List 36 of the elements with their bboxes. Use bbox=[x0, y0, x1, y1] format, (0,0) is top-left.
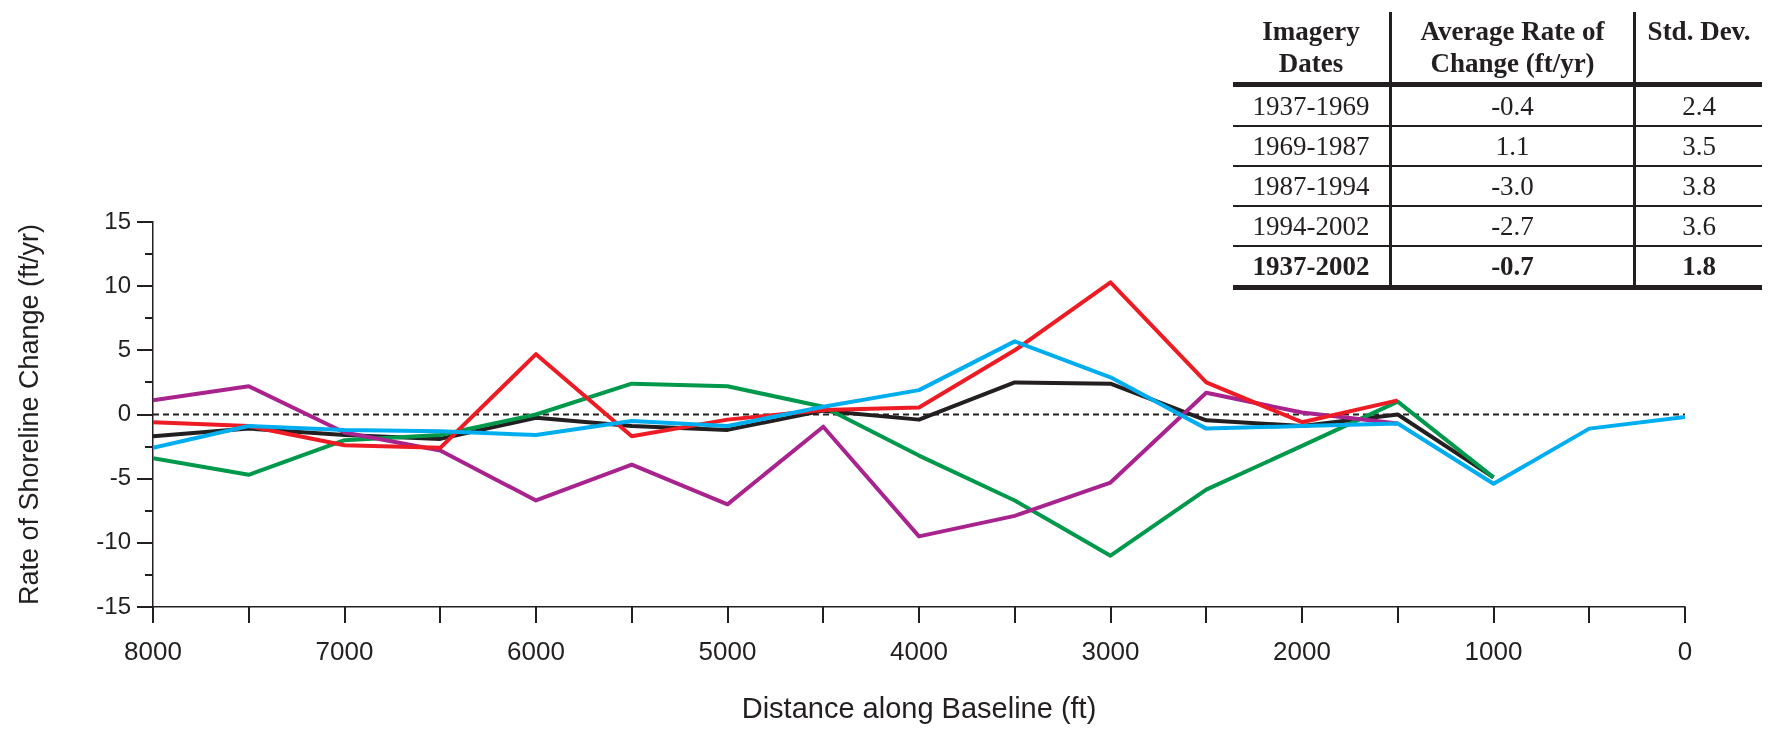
text: -0.4 bbox=[1491, 91, 1534, 121]
y-tick-label: -15 bbox=[96, 591, 131, 619]
text: 3.5 bbox=[1682, 131, 1716, 161]
x-axis-title: Distance along Baseline (ft) bbox=[741, 691, 1097, 724]
annotation: 1.8 bbox=[1634, 246, 1762, 288]
x-tick-label: 6000 bbox=[507, 635, 565, 666]
text: Std. Dev. bbox=[1647, 16, 1751, 46]
text: 1937-1969 bbox=[1252, 91, 1370, 121]
x-tick-label: 4000 bbox=[890, 635, 948, 666]
y-axis-title: Rate of Shoreline Change (ft/yr) bbox=[13, 223, 44, 606]
y-tick-label: -5 bbox=[109, 463, 131, 491]
x-tick-label: 7000 bbox=[315, 635, 374, 666]
x-tick-label: 5000 bbox=[698, 635, 757, 666]
text: 1969-1987 bbox=[1252, 131, 1370, 161]
annotation: 1994-2002 bbox=[1233, 206, 1391, 246]
text: 3.8 bbox=[1682, 171, 1716, 201]
x-tick-label: 1000 bbox=[1464, 635, 1523, 666]
y-tick-label: 10 bbox=[104, 270, 131, 298]
x-tick-label: 2000 bbox=[1273, 635, 1331, 666]
x-tick-label: 0 bbox=[1677, 635, 1693, 666]
text: 2.4 bbox=[1682, 91, 1716, 121]
y-tick-label: -10 bbox=[96, 527, 131, 555]
text: Imagery Dates bbox=[1262, 16, 1360, 78]
annotation: 1937-2002 bbox=[1233, 246, 1391, 288]
y-tick-label: 0 bbox=[117, 399, 131, 427]
text: 1.1 bbox=[1495, 131, 1530, 161]
text: 1987-1994 bbox=[1252, 171, 1370, 201]
text: -3.0 bbox=[1491, 171, 1534, 201]
x-tick-label: 8000 bbox=[124, 635, 182, 666]
y-tick-label: 5 bbox=[117, 334, 131, 362]
y-tick-label: 15 bbox=[104, 206, 131, 234]
annotation: -2.7 bbox=[1390, 206, 1635, 246]
text: Average Rate of Change (ft/yr) bbox=[1420, 16, 1605, 78]
x-tick-label: 3000 bbox=[1081, 635, 1140, 666]
annotation: 3.6 bbox=[1634, 206, 1762, 246]
annotation: -0.7 bbox=[1390, 246, 1635, 288]
